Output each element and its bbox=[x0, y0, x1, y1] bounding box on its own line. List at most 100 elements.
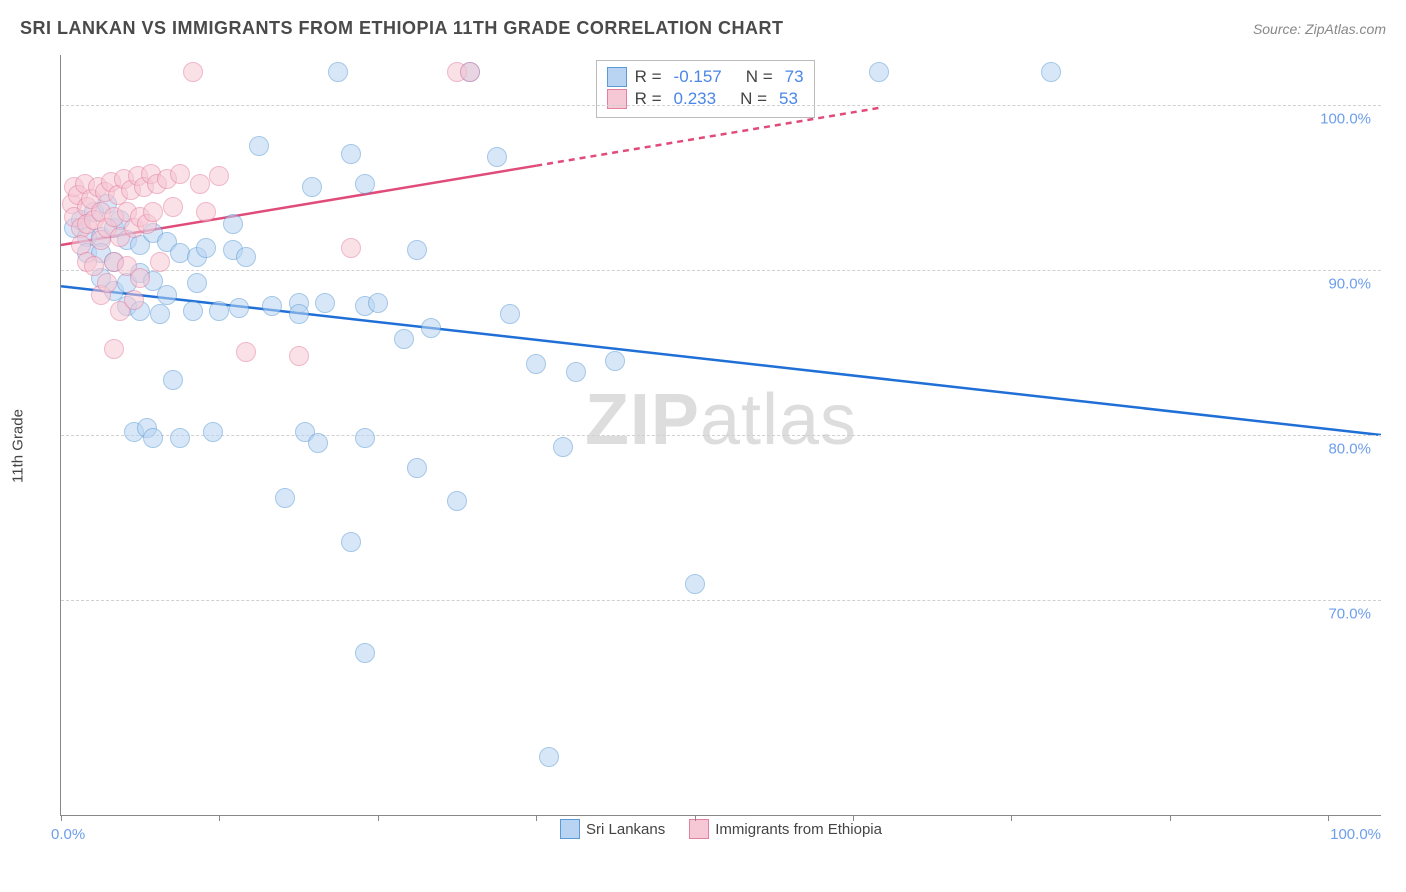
legend-bottom-item: Immigrants from Ethiopia bbox=[689, 819, 882, 839]
scatter-point bbox=[341, 144, 361, 164]
x-tick bbox=[1011, 815, 1012, 821]
scatter-point bbox=[275, 488, 295, 508]
plot-area: ZIPatlas R =-0.157N =73R =0.233N =53 0.0… bbox=[60, 55, 1381, 816]
legend-bottom: Sri Lankans Immigrants from Ethiopia bbox=[61, 819, 1381, 843]
n-value: 53 bbox=[779, 89, 798, 109]
scatter-point bbox=[368, 293, 388, 313]
scatter-point bbox=[196, 202, 216, 222]
scatter-point bbox=[124, 290, 144, 310]
scatter-point bbox=[355, 428, 375, 448]
scatter-point bbox=[308, 433, 328, 453]
scatter-point bbox=[262, 296, 282, 316]
watermark: ZIPatlas bbox=[585, 379, 857, 461]
scatter-point bbox=[143, 428, 163, 448]
scatter-point bbox=[163, 370, 183, 390]
scatter-point bbox=[539, 747, 559, 767]
scatter-point bbox=[526, 354, 546, 374]
scatter-point bbox=[685, 574, 705, 594]
scatter-point bbox=[1041, 62, 1061, 82]
scatter-point bbox=[407, 458, 427, 478]
scatter-point bbox=[421, 318, 441, 338]
scatter-point bbox=[104, 339, 124, 359]
scatter-point bbox=[170, 164, 190, 184]
watermark-zip: ZIP bbox=[585, 380, 700, 460]
scatter-point bbox=[355, 643, 375, 663]
watermark-atlas: atlas bbox=[700, 380, 857, 460]
x-tick bbox=[61, 815, 62, 821]
scatter-point bbox=[460, 62, 480, 82]
legend-stats-row: R = 0.233 N = 53 bbox=[607, 89, 804, 109]
scatter-point bbox=[236, 342, 256, 362]
r-value: -0.157 bbox=[674, 67, 722, 87]
scatter-point bbox=[447, 491, 467, 511]
gridline-h bbox=[61, 435, 1381, 436]
scatter-point bbox=[289, 304, 309, 324]
scatter-point bbox=[236, 247, 256, 267]
scatter-point bbox=[223, 214, 243, 234]
scatter-point bbox=[355, 174, 375, 194]
scatter-point bbox=[566, 362, 586, 382]
x-tick bbox=[1328, 815, 1329, 821]
scatter-point bbox=[150, 304, 170, 324]
scatter-point bbox=[203, 422, 223, 442]
scatter-point bbox=[407, 240, 427, 260]
scatter-point bbox=[97, 273, 117, 293]
legend-stats-row: R = -0.157 N = 73 bbox=[607, 67, 804, 87]
scatter-point bbox=[302, 177, 322, 197]
scatter-point bbox=[249, 136, 269, 156]
scatter-point bbox=[150, 252, 170, 272]
scatter-point bbox=[157, 285, 177, 305]
x-tick bbox=[378, 815, 379, 821]
y-tick-label: 90.0% bbox=[1328, 275, 1371, 292]
source-text: Source: ZipAtlas.com bbox=[1253, 21, 1386, 37]
legend-swatch bbox=[607, 67, 627, 87]
scatter-point bbox=[190, 174, 210, 194]
n-label: N = bbox=[746, 67, 773, 87]
chart-title: SRI LANKAN VS IMMIGRANTS FROM ETHIOPIA 1… bbox=[20, 18, 784, 39]
scatter-point bbox=[209, 166, 229, 186]
legend-stats-box: R = -0.157 N = 73 R = 0.233 N = 53 bbox=[596, 60, 815, 118]
scatter-point bbox=[869, 62, 889, 82]
gridline-h bbox=[61, 270, 1381, 271]
y-tick-label: 100.0% bbox=[1320, 110, 1371, 127]
scatter-point bbox=[289, 346, 309, 366]
scatter-point bbox=[163, 197, 183, 217]
legend-label: Immigrants from Ethiopia bbox=[715, 821, 882, 838]
legend-swatch bbox=[689, 819, 709, 839]
scatter-point bbox=[209, 301, 229, 321]
x-tick bbox=[536, 815, 537, 821]
x-tick bbox=[695, 815, 696, 821]
scatter-point bbox=[394, 329, 414, 349]
x-tick bbox=[853, 815, 854, 821]
y-tick-label: 70.0% bbox=[1328, 606, 1371, 623]
x-tick bbox=[1170, 815, 1171, 821]
scatter-point bbox=[229, 298, 249, 318]
r-label: R = bbox=[635, 89, 662, 109]
x-tick bbox=[219, 815, 220, 821]
gridline-h bbox=[61, 600, 1381, 601]
r-value: 0.233 bbox=[674, 89, 717, 109]
scatter-point bbox=[130, 268, 150, 288]
scatter-point bbox=[341, 532, 361, 552]
scatter-point bbox=[143, 202, 163, 222]
legend-swatch bbox=[560, 819, 580, 839]
scatter-point bbox=[183, 62, 203, 82]
scatter-point bbox=[183, 301, 203, 321]
scatter-point bbox=[315, 293, 335, 313]
n-value: 73 bbox=[785, 67, 804, 87]
scatter-point bbox=[500, 304, 520, 324]
scatter-point bbox=[341, 238, 361, 258]
legend-swatch bbox=[607, 89, 627, 109]
gridline-h bbox=[61, 105, 1381, 106]
r-label: R = bbox=[635, 67, 662, 87]
scatter-point bbox=[553, 437, 573, 457]
scatter-point bbox=[487, 147, 507, 167]
scatter-point bbox=[328, 62, 348, 82]
scatter-point bbox=[196, 238, 216, 258]
scatter-point bbox=[170, 428, 190, 448]
n-label: N = bbox=[740, 89, 767, 109]
y-tick-label: 80.0% bbox=[1328, 441, 1371, 458]
y-axis-label: 11th Grade bbox=[10, 409, 27, 483]
scatter-point bbox=[187, 273, 207, 293]
legend-label: Sri Lankans bbox=[586, 821, 665, 838]
